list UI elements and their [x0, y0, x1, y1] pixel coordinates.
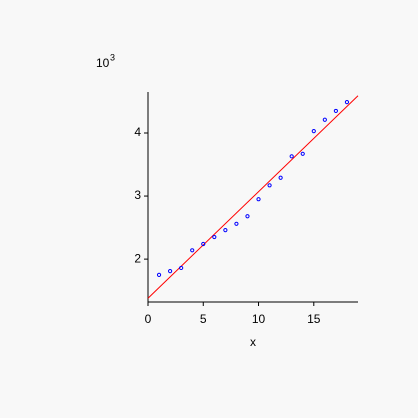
point — [344, 99, 350, 105]
y-tick-label: 4 — [134, 125, 141, 139]
fit-line — [147, 95, 359, 299]
point — [278, 175, 283, 180]
point — [311, 128, 316, 134]
point — [333, 108, 338, 114]
x-tick-label: 10 — [252, 312, 266, 326]
point — [245, 214, 250, 219]
point — [212, 234, 217, 240]
y-multiplier-exponent: 3 — [110, 52, 115, 62]
x-tick-label: 0 — [145, 312, 152, 326]
point — [267, 183, 272, 188]
y-multiplier-base: 10 — [96, 56, 110, 70]
point — [156, 272, 162, 277]
point — [322, 117, 327, 122]
point — [179, 265, 184, 271]
point — [201, 241, 206, 247]
x-tick-label: 5 — [200, 312, 207, 326]
x-tick-label: 15 — [307, 312, 321, 326]
point — [168, 268, 173, 274]
point — [190, 248, 195, 253]
point — [300, 151, 305, 156]
point — [234, 221, 239, 226]
point — [223, 228, 228, 233]
y-tick-label: 2 — [134, 251, 141, 265]
point — [289, 154, 294, 159]
point — [256, 197, 261, 202]
y-tick-label: 3 — [134, 188, 141, 202]
x-axis-label: x — [250, 335, 256, 349]
